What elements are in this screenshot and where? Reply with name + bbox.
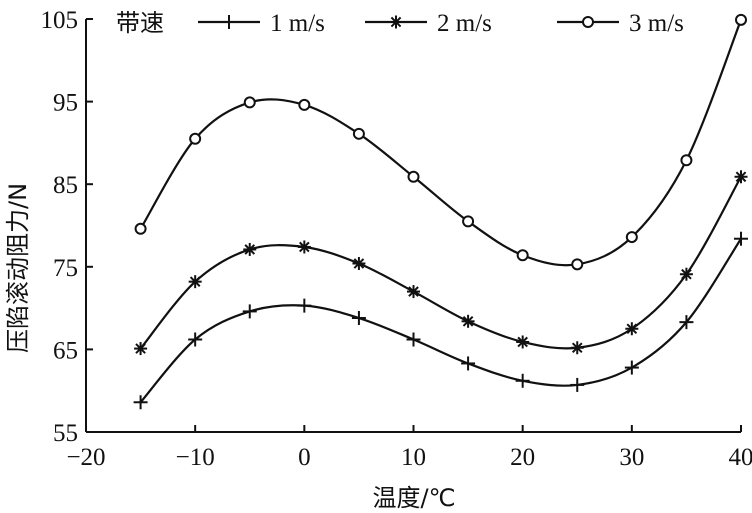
data-point: [351, 311, 366, 326]
legend-marker: [582, 16, 594, 28]
x-tick-label: 0: [298, 444, 311, 471]
data-point: [679, 267, 693, 281]
data-point: [407, 285, 420, 299]
data-point: [516, 335, 530, 349]
legend-item: 2 m/s: [365, 10, 492, 37]
series-1: [133, 231, 748, 410]
data-point: [462, 215, 475, 228]
y-tick-label: 65: [53, 337, 78, 364]
legend-item: 1 m/s: [198, 10, 325, 37]
series-2: [134, 170, 748, 356]
legend-marker: [222, 15, 236, 29]
data-point: [734, 231, 748, 246]
y-axis-ticks: 55 65 75 85 95 105: [41, 7, 93, 447]
data-point: [680, 154, 693, 167]
data-point: [352, 127, 365, 140]
x-axis-title: 温度/℃: [372, 484, 455, 512]
data-point: [406, 332, 421, 347]
y-tick-label: 85: [53, 172, 78, 199]
data-point: [571, 258, 584, 271]
data-point: [461, 314, 475, 328]
y-axis-title: 压陷滚动阻力/N: [4, 183, 32, 353]
data-point: [735, 13, 747, 26]
data-point: [134, 222, 147, 235]
x-tick-label: −20: [66, 444, 105, 471]
y-tick-label: 105: [41, 7, 79, 34]
y-tick-label: 95: [53, 90, 78, 117]
series-line: [139, 238, 742, 403]
legend-label: 3 m/s: [629, 10, 684, 37]
data-point: [625, 322, 639, 336]
x-tick-label: −10: [176, 444, 215, 471]
data-point: [243, 242, 257, 256]
legend-label: 1 m/s: [270, 10, 325, 37]
legend-title: 带速: [116, 9, 164, 37]
legend: 带速 1 m/s 2 m/s 3 m/s: [116, 9, 684, 37]
x-tick-label: 10: [401, 444, 426, 471]
data-point: [189, 132, 202, 145]
data-point: [297, 298, 312, 313]
legend-item: 3 m/s: [557, 10, 684, 37]
data-point: [625, 231, 638, 244]
legend-label: 2 m/s: [437, 10, 492, 37]
data-point: [134, 342, 148, 356]
y-tick-label: 55: [53, 420, 78, 447]
legend-marker: [389, 15, 403, 29]
y-tick-label: 75: [53, 255, 78, 282]
data-point: [133, 395, 148, 410]
data-point: [461, 356, 476, 371]
data-point: [407, 170, 420, 183]
data-point: [242, 304, 257, 319]
data-point: [515, 373, 530, 388]
series-3: [134, 13, 747, 271]
x-tick-label: 30: [619, 444, 644, 471]
data-point: [188, 275, 202, 289]
data-point: [570, 341, 584, 355]
data-point: [243, 96, 256, 109]
data-point: [734, 170, 748, 184]
x-tick-label: 40: [729, 444, 752, 471]
series-line: [139, 176, 742, 350]
data-point: [352, 256, 366, 270]
data-point: [624, 360, 639, 375]
data-point: [516, 249, 529, 262]
x-tick-label: 20: [510, 444, 535, 471]
data-point: [298, 98, 311, 111]
data-point: [297, 240, 311, 254]
data-point: [188, 332, 203, 347]
data-point: [570, 377, 585, 392]
x-axis-ticks: −20 −10 0 10 20 30 40: [66, 425, 752, 471]
series-layer: [133, 13, 748, 410]
data-point: [679, 315, 694, 330]
series-line: [139, 19, 743, 267]
